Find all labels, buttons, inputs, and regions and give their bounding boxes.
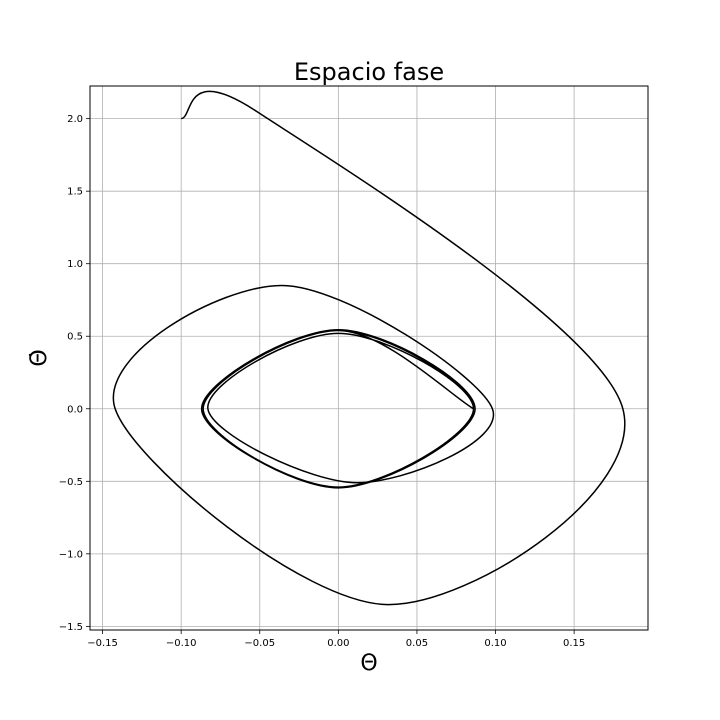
x-tick-label: −0.10 <box>166 638 197 649</box>
y-tick-label: 1.0 <box>67 259 83 270</box>
y-tick-label: −0.5 <box>59 477 83 488</box>
plot-frame <box>89 85 649 631</box>
x-axis-label: Θ <box>360 651 377 676</box>
y-tick-label: 0.0 <box>67 404 83 415</box>
y-tick-label: 0.5 <box>67 332 83 343</box>
x-tick-label: −0.15 <box>87 638 118 649</box>
y-axis-label: Θ̇ <box>27 349 52 366</box>
x-tick-label: 0.10 <box>484 638 506 649</box>
x-tick-label: 0.00 <box>327 638 349 649</box>
x-tick-label: 0.05 <box>406 638 428 649</box>
chart-title: Espacio fase <box>294 58 444 86</box>
y-tick-label: 2.0 <box>67 114 83 125</box>
phase-trajectory-line <box>112 90 626 606</box>
x-tick-label: −0.05 <box>244 638 275 649</box>
y-tick-label: 1.5 <box>67 187 83 198</box>
x-tick-label: 0.15 <box>563 638 585 649</box>
axis-ticks: −0.15 −0.10 −0.05 0.00 0.05 0.10 0.15 −1.5 −1.0 −… <box>59 114 586 649</box>
y-tick-label: −1.0 <box>59 549 83 560</box>
trajectory <box>112 90 626 606</box>
y-tick-label: −1.5 <box>59 622 83 633</box>
